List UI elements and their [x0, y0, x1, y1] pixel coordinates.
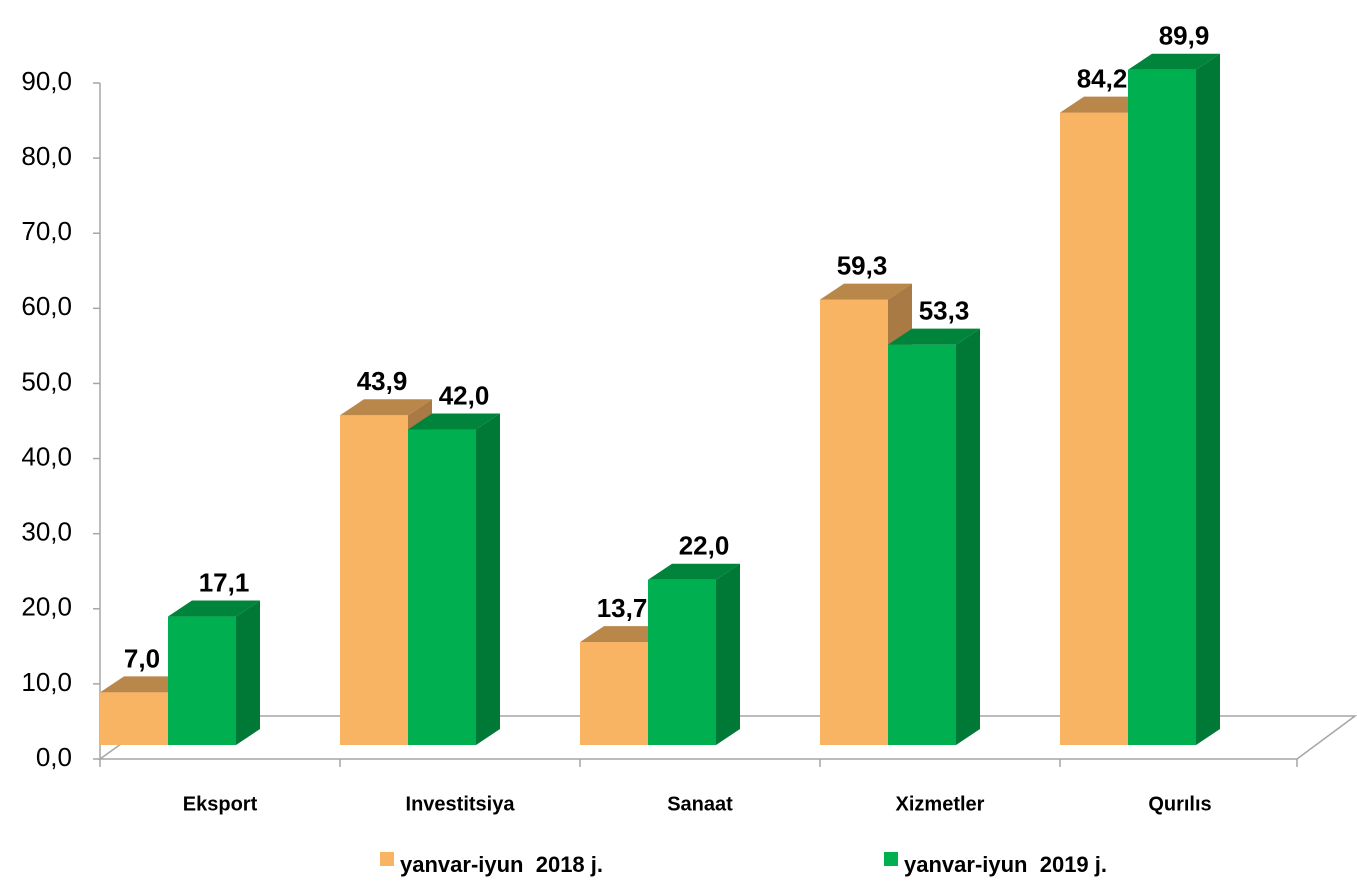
value-label: 53,3 — [919, 296, 970, 326]
legend-label: yanvar-iyun 2018 j. — [400, 852, 603, 877]
value-label: 43,9 — [357, 366, 408, 396]
value-label: 17,1 — [199, 567, 250, 597]
bar-front — [340, 415, 408, 745]
y-tick-label: 50,0 — [21, 366, 72, 396]
value-label: 42,0 — [439, 380, 490, 410]
y-tick-label: 60,0 — [21, 291, 72, 321]
x-tick-label: Sanaat — [667, 793, 733, 815]
bar-top — [1128, 53, 1220, 70]
value-label: 89,9 — [1159, 21, 1210, 51]
bar-front — [888, 344, 956, 745]
y-tick-label: 10,0 — [21, 667, 72, 697]
bar-top — [408, 413, 500, 430]
bar-front — [820, 299, 888, 745]
y-tick-label: 30,0 — [21, 517, 72, 547]
bar-top — [340, 399, 432, 416]
value-label: 13,7 — [597, 593, 648, 623]
legend-swatch — [884, 852, 898, 866]
value-label: 84,2 — [1077, 63, 1128, 93]
x-tick-label: Eksport — [183, 793, 258, 815]
bar-top — [820, 283, 912, 300]
y-tick-label: 90,0 — [21, 66, 72, 96]
bar-top — [888, 328, 980, 345]
legend-label: yanvar-iyun 2019 j. — [904, 852, 1107, 877]
bar-side — [476, 413, 500, 745]
bar-front — [648, 579, 716, 745]
bar-front — [1060, 112, 1128, 745]
y-tick-label: 70,0 — [21, 216, 72, 246]
value-label: 59,3 — [837, 250, 888, 280]
bar-front — [408, 429, 476, 745]
y-tick-label: 80,0 — [21, 141, 72, 171]
bar-top — [168, 600, 260, 617]
bar-side — [1196, 53, 1220, 746]
bar-side — [236, 600, 260, 745]
bar-top — [648, 563, 740, 580]
x-tick-label: Investitsiya — [406, 793, 516, 815]
legend-swatch — [380, 852, 394, 866]
bar-front — [580, 642, 648, 745]
y-tick-label: 40,0 — [21, 441, 72, 471]
x-tick-label: Qurılıs — [1148, 793, 1211, 815]
value-label: 7,0 — [124, 643, 160, 673]
bar-front — [1128, 69, 1196, 746]
bar-front — [168, 616, 236, 745]
y-tick-label: 20,0 — [21, 592, 72, 622]
value-label: 22,0 — [679, 531, 730, 561]
y-tick-label: 0,0 — [36, 742, 72, 772]
bar-front — [100, 692, 168, 745]
bar-side — [956, 328, 980, 745]
x-tick-label: Xizmetler — [896, 793, 985, 815]
bar-side — [716, 563, 740, 745]
